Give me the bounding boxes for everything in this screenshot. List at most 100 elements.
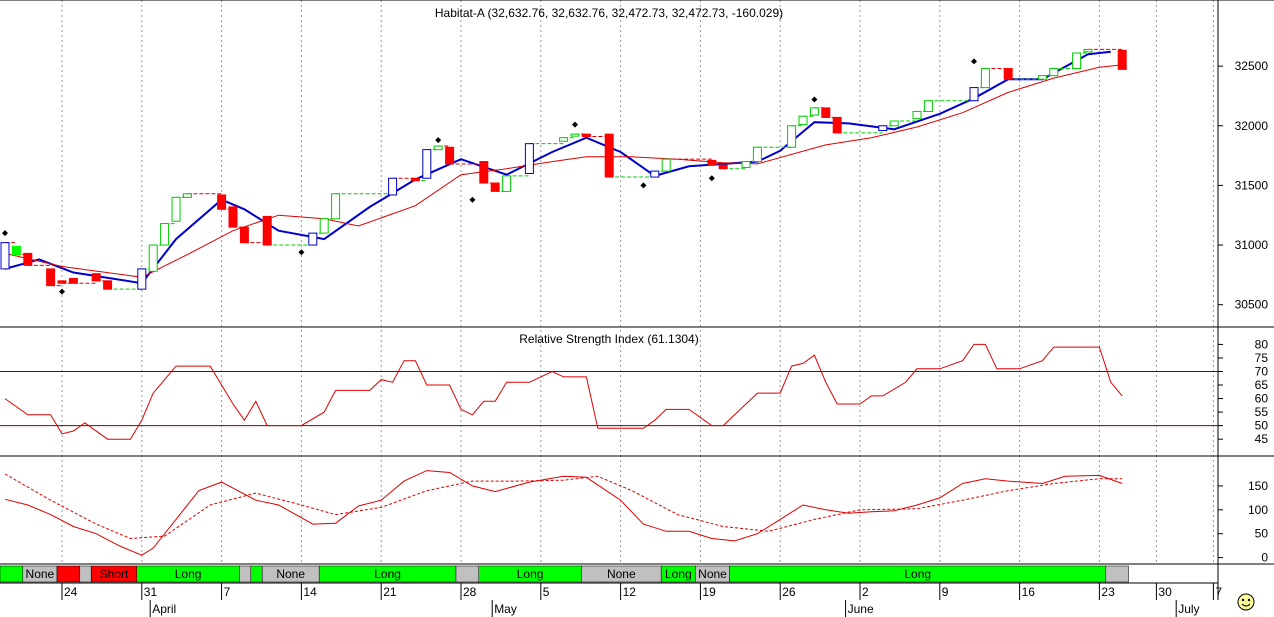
oscillator-line-dotted (4, 473, 1123, 540)
candle (490, 182, 500, 192)
candle (650, 170, 660, 178)
candle (228, 206, 238, 228)
y-tick-label: 70 (1255, 364, 1269, 378)
signal-diamond (298, 249, 305, 256)
smiley-face-icon[interactable] (1237, 593, 1255, 611)
x-day-label: 23 (1101, 585, 1115, 599)
status-segment-label: None (276, 567, 305, 581)
y-tick-label: 65 (1255, 378, 1269, 392)
signal-diamond (811, 96, 818, 103)
y-tick-label: 75 (1255, 351, 1269, 365)
status-segment-label: Long (904, 567, 931, 581)
signal-diamond (2, 230, 8, 237)
candle (923, 100, 933, 112)
candle (103, 280, 113, 290)
candle (479, 161, 489, 184)
candle (798, 115, 808, 126)
oscillator-panel: 0 50 100 150 (4, 470, 1269, 565)
rsi-line (4, 343, 1123, 440)
candle (912, 110, 922, 120)
candle (718, 164, 728, 170)
y-tick-label: 55 (1255, 405, 1269, 419)
candle (171, 196, 181, 222)
candle (1049, 68, 1059, 77)
candle (11, 245, 21, 256)
status-segment (56, 565, 81, 583)
status-segment-label: Long (175, 567, 202, 581)
candle (889, 120, 899, 127)
series-line-fast (4, 50, 1111, 285)
rsi-chart-title: Relative Strength Index (61.1304) (519, 332, 698, 346)
x-axis: 24 31 7 14 21 28 5 12 19 26 2 9 16 23 30 7 April May June J… (61, 583, 1222, 617)
x-day-label: 7 (224, 585, 231, 599)
y-tick-label: 45 (1255, 432, 1269, 446)
y-tick-label: 50 (1255, 527, 1269, 541)
candle (308, 232, 318, 246)
candle (388, 177, 398, 196)
candle (137, 268, 147, 290)
candle (0, 242, 10, 270)
candle (581, 133, 591, 138)
x-day-label: 16 (1022, 585, 1036, 599)
status-segment-label: None (698, 567, 727, 581)
price-plot-area (0, 48, 1127, 295)
status-segment (79, 565, 92, 583)
status-segment (455, 565, 480, 583)
candle (502, 175, 512, 192)
x-day-label: 2 (862, 585, 869, 599)
candle (821, 107, 831, 118)
x-day-label: 26 (782, 585, 796, 599)
candle (182, 193, 192, 198)
candle (68, 277, 78, 284)
candle (160, 223, 170, 246)
x-day-label: 7 (1215, 585, 1222, 599)
x-day-label: 21 (383, 585, 397, 599)
status-segment-label: None (26, 567, 55, 581)
status-segment (239, 565, 252, 583)
candle (262, 215, 272, 246)
status-segment (0, 565, 24, 583)
candle (570, 133, 580, 137)
status-segment (1105, 565, 1129, 583)
candle (148, 244, 158, 272)
status-segment-label: Long (374, 567, 401, 581)
price-panel: 30500 31000 31500 32000 32500 (0, 48, 1269, 312)
candle (707, 159, 717, 166)
candle (23, 252, 33, 266)
candle (787, 125, 797, 148)
status-segment-label: Short (100, 567, 129, 581)
candle (57, 280, 67, 284)
y-tick-label: 80 (1255, 337, 1269, 351)
candle (1083, 48, 1093, 53)
y-tick-label: 31000 (1235, 238, 1269, 252)
candle (661, 158, 671, 172)
x-day-label: 24 (64, 585, 78, 599)
y-tick-label: 50 (1255, 419, 1269, 433)
candle (422, 149, 432, 179)
x-day-label: 12 (623, 585, 637, 599)
signal-diamond (708, 175, 715, 182)
signal-diamond (435, 137, 442, 144)
candle (832, 116, 842, 134)
status-segment (250, 565, 263, 583)
signal-diamond (469, 196, 476, 203)
candle (1037, 75, 1047, 80)
candle (1117, 49, 1127, 70)
x-month-label: April (152, 602, 176, 616)
x-day-label: 9 (942, 585, 949, 599)
y-tick-label: 0 (1261, 551, 1268, 565)
signal-diamond (640, 182, 647, 189)
y-tick-label: 32000 (1235, 119, 1269, 133)
candle (1072, 52, 1082, 70)
candle (46, 268, 56, 287)
candle (604, 133, 614, 178)
status-segment-label: Long (517, 567, 544, 581)
y-tick-label: 150 (1248, 479, 1268, 493)
candle (809, 107, 819, 116)
status-segment-label: None (607, 567, 636, 581)
candle (980, 68, 990, 89)
candle (1003, 68, 1013, 80)
candle (969, 87, 979, 102)
